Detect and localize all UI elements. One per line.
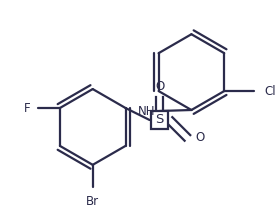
Text: F: F [24, 101, 31, 114]
Text: O: O [196, 131, 205, 144]
Text: Cl: Cl [264, 84, 276, 97]
Text: S: S [155, 114, 164, 126]
Text: Br: Br [86, 195, 99, 208]
Text: NH: NH [138, 106, 155, 119]
Bar [151, 111, 168, 129]
Text: O: O [155, 80, 164, 93]
